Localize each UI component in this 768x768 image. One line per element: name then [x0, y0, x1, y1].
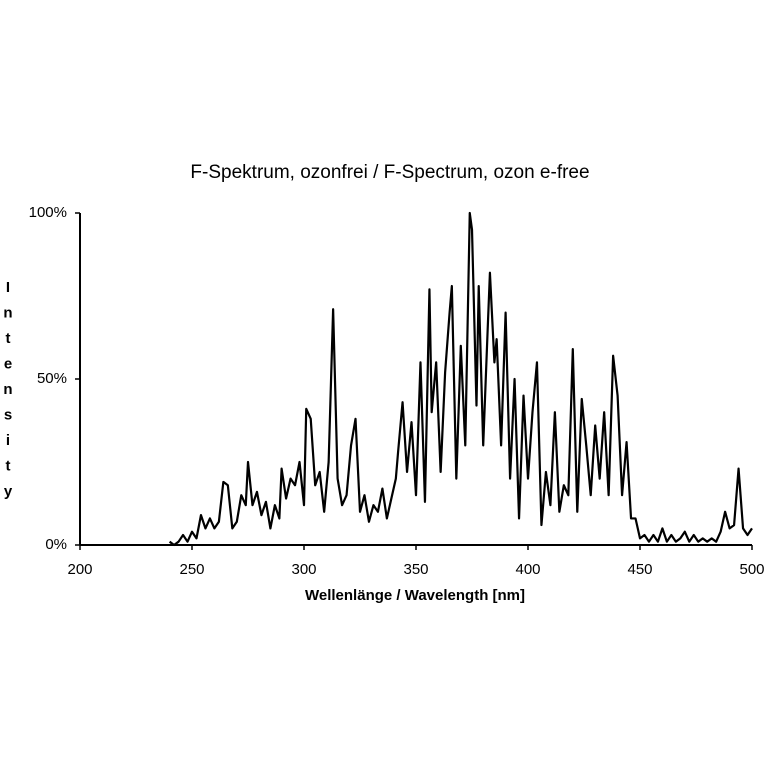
x-tick-label: 200 — [67, 561, 92, 578]
x-tick-label: 500 — [739, 561, 764, 578]
spectrum-line — [168, 211, 753, 547]
x-tick-label: 450 — [627, 561, 652, 578]
x-tick-label: 400 — [515, 561, 540, 578]
y-tick-label: 0% — [45, 536, 67, 553]
chart-title: F-Spektrum, ozonfrei / F-Spectrum, ozon … — [190, 162, 589, 183]
x-tick-label: 300 — [291, 561, 316, 578]
x-axis-label: Wellenlänge / Wavelength [nm] — [305, 587, 525, 604]
x-tick-label: 350 — [403, 561, 428, 578]
y-tick-label: 50% — [37, 370, 67, 387]
x-tick-label: 250 — [179, 561, 204, 578]
y-tick-label: 100% — [29, 204, 67, 221]
